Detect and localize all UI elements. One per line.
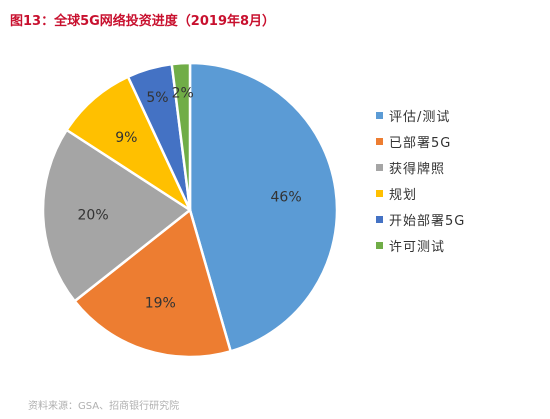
legend-item-6: 许可测试: [376, 232, 465, 258]
pie-slices: [41, 61, 339, 359]
legend-item-4: 规划: [376, 180, 465, 206]
legend-label: 获得牌照: [389, 161, 446, 177]
legend-item-5: 开始部署5G: [376, 206, 465, 232]
legend-item-3: 获得牌照: [376, 154, 465, 180]
pie-slice-label-6: 2%: [172, 86, 194, 102]
legend-label: 规划: [389, 187, 418, 203]
legend-item-2: 已部署5G: [376, 128, 465, 154]
legend-label: 已部署5G: [389, 135, 452, 151]
pie-slice-label-1: 46%: [271, 189, 302, 205]
pie-slice-4: [65, 75, 192, 212]
pie-slice-label-4: 9%: [115, 130, 137, 146]
pie-slice-label-2: 19%: [145, 295, 176, 311]
legend-swatch: [376, 215, 383, 223]
legend-swatch: [376, 137, 383, 145]
pie-slice-6: [170, 61, 192, 212]
source-note: 资料来源：GSA、招商银行研究院: [28, 401, 180, 412]
legend-swatch: [376, 111, 383, 119]
pie-slice-labels: 46% 19% 20% 9% 5% 2%: [78, 86, 302, 312]
pie-slice-3: [41, 128, 192, 303]
legend-swatch: [376, 189, 383, 197]
legend-label: 开始部署5G: [389, 213, 466, 229]
pie-slice-2: [73, 208, 232, 359]
legend-label: 评估/测试: [389, 109, 451, 125]
legend-label: 许可测试: [389, 239, 446, 255]
chart-title: 图13：全球5G网络投资进度（2019年8月）: [10, 14, 276, 29]
pie-slice-label-5: 5%: [146, 90, 168, 106]
chart-legend: 评估/测试已部署5G 获得牌照规划开始部署5G 许可测试: [376, 102, 465, 258]
legend-swatch: [376, 163, 383, 171]
pie-slice-1: [188, 61, 339, 353]
legend-swatch: [376, 241, 383, 249]
pie-slice-label-3: 20%: [78, 208, 109, 224]
legend-item-1: 评估/测试: [376, 102, 465, 128]
